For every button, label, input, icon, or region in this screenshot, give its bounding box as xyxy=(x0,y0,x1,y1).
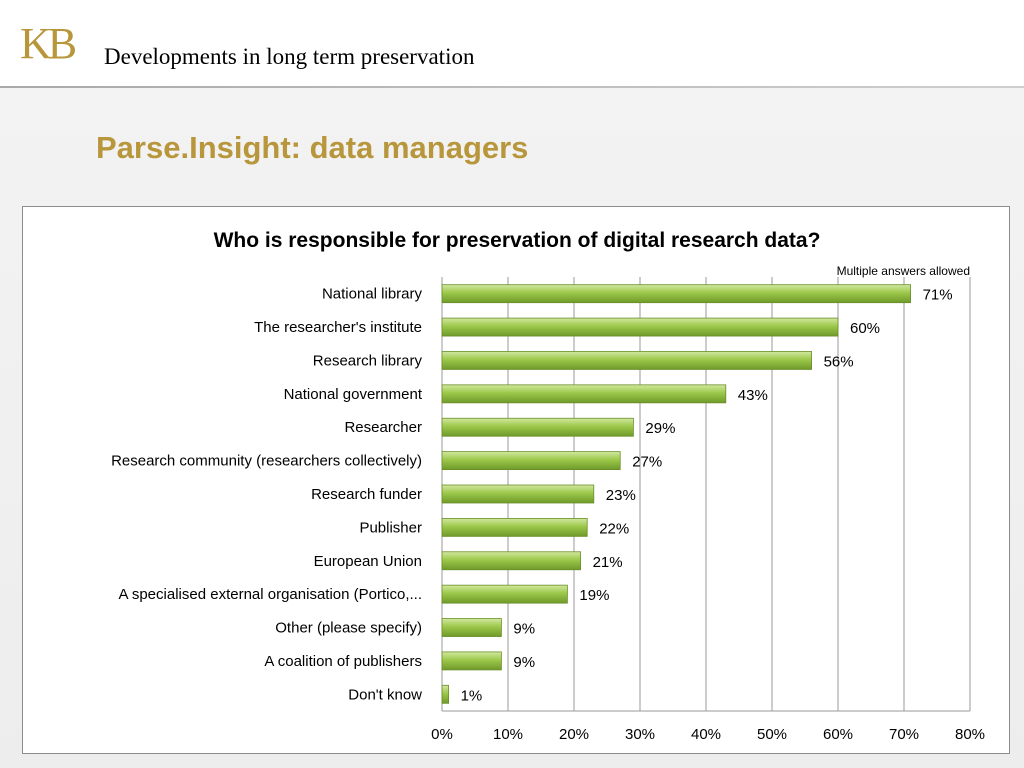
data-label: 56% xyxy=(824,353,854,370)
chart-frame: Who is responsible for preservation of d… xyxy=(22,206,1010,754)
category-label: Research funder xyxy=(311,486,422,503)
data-label: 60% xyxy=(850,320,880,337)
slide-title: Parse.Insight: data managers xyxy=(96,130,529,165)
x-tick-label: 0% xyxy=(431,726,453,743)
bar xyxy=(441,584,568,604)
x-tick-label: 40% xyxy=(691,726,721,743)
header-divider xyxy=(0,86,1024,88)
kb-logo: KB xyxy=(20,19,77,68)
category-label: Other (please specify) xyxy=(275,620,422,637)
bar xyxy=(441,651,502,671)
category-label: Publisher xyxy=(359,519,422,536)
category-label: The researcher's institute xyxy=(254,319,422,336)
data-label: 29% xyxy=(645,420,675,437)
x-tick-label: 20% xyxy=(559,726,589,743)
data-label: 71% xyxy=(923,287,953,304)
chart-title: Who is responsible for preservation of d… xyxy=(214,229,821,252)
category-label: European Union xyxy=(314,553,422,570)
chart-note: Multiple answers allowed xyxy=(837,264,970,278)
category-label: Researcher xyxy=(344,419,422,436)
bar-chart: Who is responsible for preservation of d… xyxy=(111,229,985,743)
category-label: National government xyxy=(284,386,423,403)
data-label: 22% xyxy=(599,520,629,537)
data-label: 23% xyxy=(606,487,636,504)
category-label: A specialised external organisation (Por… xyxy=(119,586,423,603)
bar xyxy=(441,484,595,504)
data-label: 1% xyxy=(461,687,483,704)
x-tick-label: 50% xyxy=(757,726,787,743)
x-tick-label: 30% xyxy=(625,726,655,743)
data-label: 43% xyxy=(738,387,768,404)
bars xyxy=(441,284,912,704)
x-axis-ticks: 0% 10% 20% 30% 40% 50% 60% 70% 80% xyxy=(431,726,985,743)
data-label: 19% xyxy=(579,587,609,604)
value-labels: 71% 60% 56% 43% 29% 27% 23% 22% 21% 19% 9% 9% 1% xyxy=(461,287,953,705)
bar xyxy=(441,551,582,571)
data-label: 21% xyxy=(593,554,623,571)
category-labels: National library The researcher's institu… xyxy=(111,286,423,704)
bar xyxy=(441,517,588,537)
x-tick-label: 60% xyxy=(823,726,853,743)
bar xyxy=(441,417,634,437)
header-title: Developments in long term preservation xyxy=(104,44,475,69)
category-label: Research library xyxy=(313,352,423,369)
bar xyxy=(441,284,912,304)
data-label: 9% xyxy=(513,621,535,638)
category-label: A coalition of publishers xyxy=(264,653,422,670)
data-label: 9% xyxy=(513,654,535,671)
bar xyxy=(441,684,449,704)
category-label: Research community (researchers collecti… xyxy=(111,453,422,470)
bar xyxy=(441,384,727,404)
data-label: 27% xyxy=(632,454,662,471)
bar xyxy=(441,317,839,337)
x-tick-label: 80% xyxy=(955,726,985,743)
bar xyxy=(441,351,813,370)
category-label: Don't know xyxy=(348,686,422,703)
bar xyxy=(441,618,502,637)
slide-header: KB Developments in long term preservatio… xyxy=(0,0,1024,88)
x-tick-label: 70% xyxy=(889,726,919,743)
x-tick-label: 10% xyxy=(493,726,523,743)
category-label: National library xyxy=(322,286,423,303)
bar xyxy=(441,451,621,471)
grid-lines xyxy=(441,277,971,712)
